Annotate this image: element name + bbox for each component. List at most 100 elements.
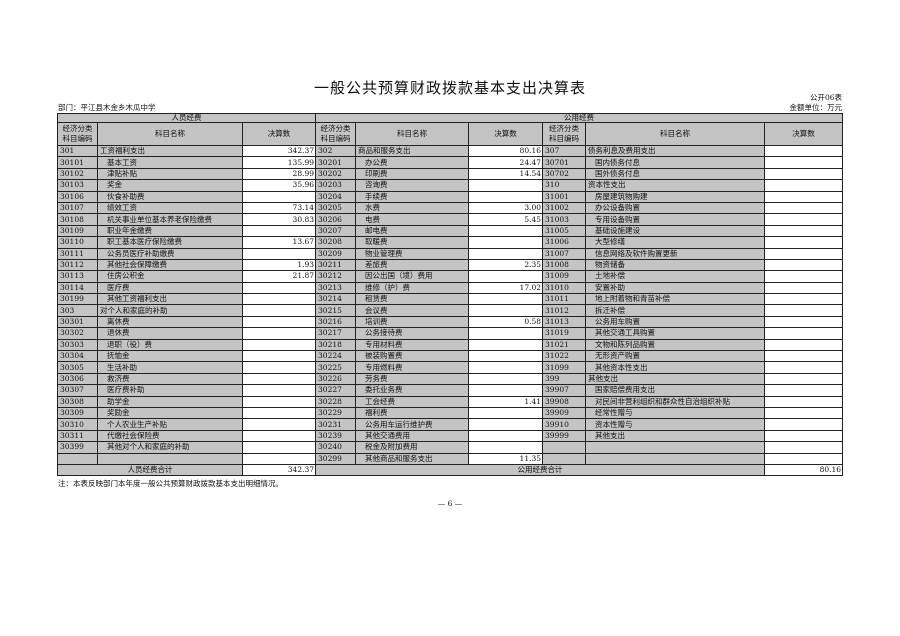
item-amount: 24.47 bbox=[468, 156, 544, 169]
table-row: 30311 代缴社会保险费 30239 其他交通费用 39999 其他支出 bbox=[57, 429, 844, 443]
item-name: 职业年金缴费 bbox=[97, 224, 243, 238]
item-code: 30213 bbox=[315, 281, 357, 295]
item-code: 301 bbox=[57, 144, 98, 158]
item-code: 30207 bbox=[315, 224, 357, 238]
item-amount bbox=[764, 384, 844, 397]
item-amount bbox=[468, 361, 544, 374]
table-row: 30308 助学金 30228 工会经费 1.41 39908 对民间非营利组织和群众性自治… bbox=[57, 395, 844, 409]
item-amount: 11.35 bbox=[468, 452, 544, 465]
item-code: 31002 bbox=[542, 201, 587, 215]
item-name: 地上附着物和青苗补偿 bbox=[585, 293, 766, 306]
item-name: 其他支出 bbox=[585, 429, 766, 443]
item-code: 31008 bbox=[542, 258, 587, 272]
expenditure-table: 人员经费 公用经费 经济分类 科目编码 科目名称 决算数 经济分类 科目编码 科目名称决… bbox=[56, 113, 844, 477]
item-amount bbox=[241, 452, 317, 465]
item-name: 对民间非营利组织和群众性自治组织补贴 bbox=[585, 395, 766, 409]
item-code: 39908 bbox=[542, 395, 587, 409]
item-code: 30302 bbox=[57, 327, 98, 340]
section-personnel: 人员经费 bbox=[56, 113, 317, 123]
item-amount bbox=[468, 418, 544, 431]
item-name: 专用燃料费 bbox=[355, 361, 470, 374]
item-amount: 0.58 bbox=[468, 315, 544, 329]
item-name: 物资储备 bbox=[585, 258, 766, 272]
item-amount bbox=[241, 338, 317, 352]
item-amount bbox=[241, 190, 317, 203]
item-amount bbox=[764, 452, 844, 465]
item-amount bbox=[241, 281, 317, 295]
item-code: 30225 bbox=[315, 361, 357, 374]
table-row: 30299 其他商品和服务支出 11.35 bbox=[57, 452, 844, 465]
item-code: 30228 bbox=[315, 395, 357, 409]
item-amount bbox=[764, 441, 844, 454]
item-code: 30107 bbox=[57, 201, 98, 215]
item-name: 取暖费 bbox=[355, 236, 470, 249]
item-code: 30226 bbox=[315, 372, 357, 386]
item-amount bbox=[764, 406, 844, 420]
item-code: 39999 bbox=[542, 429, 587, 443]
totals-row: 人员经费合计 342.37 公用经费合计 80.16 bbox=[57, 463, 844, 477]
personnel-total-label: 人员经费合计 bbox=[57, 463, 243, 477]
item-name: 公务接待费 bbox=[355, 327, 470, 340]
item-amount bbox=[468, 190, 544, 203]
item-name: 电费 bbox=[355, 213, 470, 226]
item-amount bbox=[241, 372, 317, 386]
item-code: 302 bbox=[315, 144, 357, 158]
item-code: 30199 bbox=[57, 293, 98, 306]
item-code: 30702 bbox=[542, 167, 587, 181]
item-name: 其他交通工具购置 bbox=[585, 327, 766, 340]
item-code: 30205 bbox=[315, 201, 357, 215]
item-code: 310 bbox=[542, 179, 587, 192]
item-code: 30114 bbox=[57, 281, 98, 295]
item-name: 经常性赠与 bbox=[585, 406, 766, 420]
item-name: 基本工资 bbox=[97, 156, 243, 169]
item-code: 30307 bbox=[57, 384, 98, 397]
item-amount: 30.83 bbox=[241, 213, 317, 226]
item-name: 信息网络及软件购置更新 bbox=[585, 247, 766, 260]
item-amount bbox=[764, 190, 844, 203]
table-row: 30305 生活补助 30225 专用燃料费 31099 其他资本性支出 bbox=[57, 361, 844, 374]
item-amount bbox=[764, 201, 844, 215]
item-name: 差旅费 bbox=[355, 258, 470, 272]
item-name: 奖励金 bbox=[97, 406, 243, 420]
item-amount bbox=[468, 236, 544, 249]
header-code: 经济分类 科目编码 bbox=[542, 122, 587, 146]
item-code: 399 bbox=[542, 372, 587, 386]
item-code: 30240 bbox=[315, 441, 357, 454]
footnote: 注：本表反映部门本年度一般公共预算财政拨款基本支出明细情况。 bbox=[58, 479, 283, 488]
item-code: 31011 bbox=[542, 293, 587, 306]
item-amount bbox=[764, 270, 844, 283]
table-row: 30113 住房公积金 21.87 30212 因公出国（境）费用 31009 土地补偿 bbox=[57, 270, 844, 283]
item-name: 土地补偿 bbox=[585, 270, 766, 283]
department: 部门：平江县木金乡木瓜中学 bbox=[58, 103, 156, 112]
item-name: 伙食补助费 bbox=[97, 190, 243, 203]
item-name: 被装购置费 bbox=[355, 350, 470, 363]
item-code: 31013 bbox=[542, 315, 587, 329]
item-code: 30209 bbox=[315, 247, 357, 260]
item-name bbox=[97, 452, 243, 465]
item-code: 30112 bbox=[57, 258, 98, 272]
item-name: 手续费 bbox=[355, 190, 470, 203]
item-code: 31019 bbox=[542, 327, 587, 340]
table-row: 30108 机关事业单位基本养老保险缴费 30.83 30206 电费 5.45 31003… bbox=[57, 213, 844, 226]
item-code: 30108 bbox=[57, 213, 98, 226]
item-amount bbox=[241, 395, 317, 409]
item-code: 39909 bbox=[542, 406, 587, 420]
item-amount bbox=[241, 441, 317, 454]
item-name: 商品和服务支出 bbox=[355, 144, 470, 158]
item-amount bbox=[468, 338, 544, 352]
item-name: 公务用车运行维护费 bbox=[355, 418, 470, 431]
item-name: 公务用车购置 bbox=[585, 315, 766, 329]
item-amount bbox=[764, 315, 844, 329]
item-code: 30214 bbox=[315, 293, 357, 306]
item-name: 住房公积金 bbox=[97, 270, 243, 283]
table-row: 30303 退职（役）费 30218 专用材料费 31021 文物和陈列品购置 bbox=[57, 338, 844, 352]
item-amount: 17.02 bbox=[468, 281, 544, 295]
table-row: 30111 公务员医疗补助缴费 30209 物业管理费 31007 信息网络及软件购置更新 bbox=[57, 247, 844, 260]
item-code: 30211 bbox=[315, 258, 357, 272]
item-name: 资本性支出 bbox=[585, 179, 766, 192]
item-amount bbox=[241, 247, 317, 260]
item-code: 30304 bbox=[57, 350, 98, 363]
item-code: 31099 bbox=[542, 361, 587, 374]
item-code: 30111 bbox=[57, 247, 98, 260]
table-row: 30399 其他对个人和家庭的补助 30240 税金及附加费用 bbox=[57, 441, 844, 454]
